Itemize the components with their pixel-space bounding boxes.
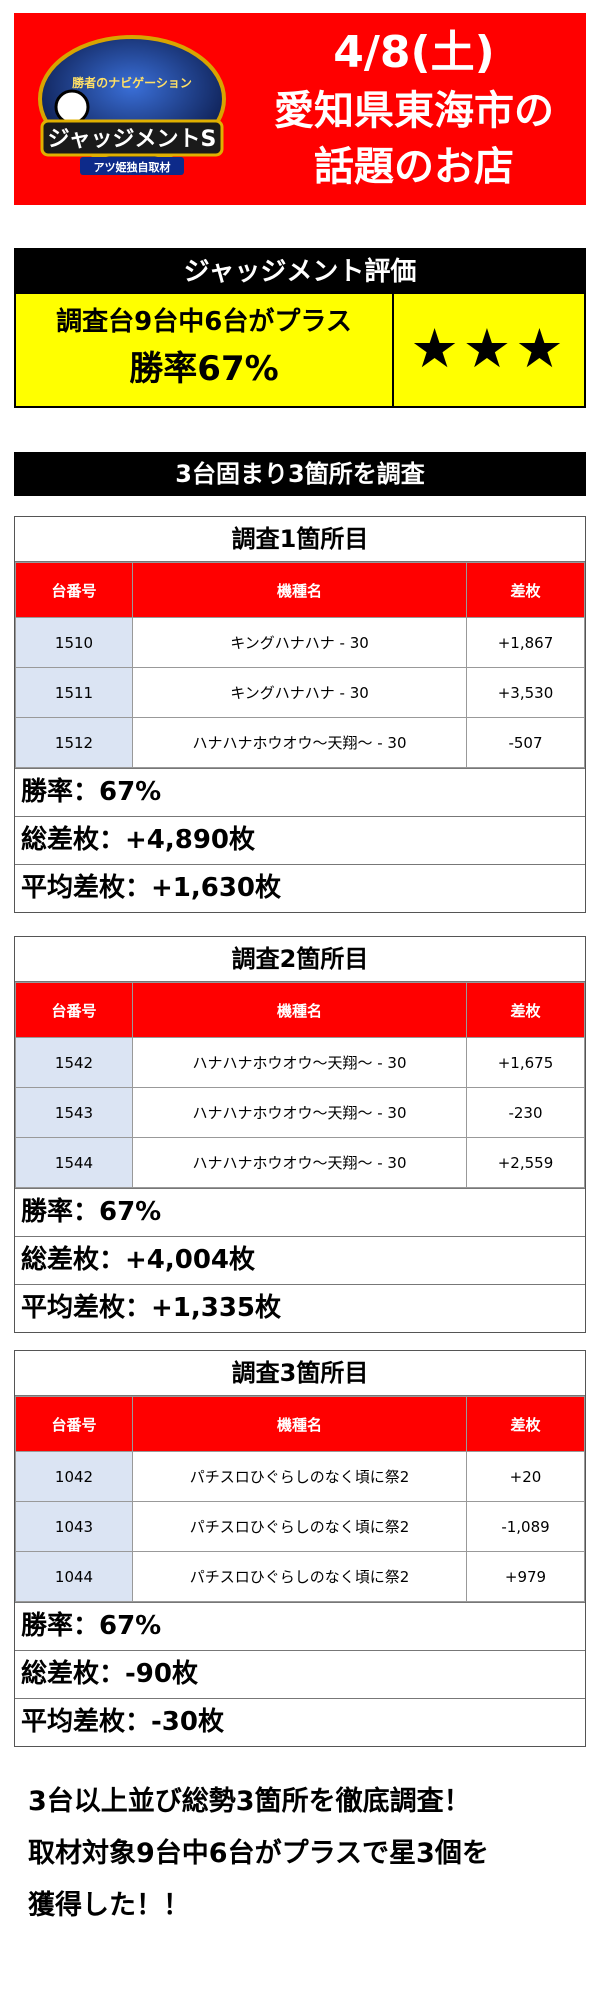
survey-table: 台番号 機種名 差枚 1042 パチスロひぐらしのなく頃に祭2 +20 1043… (15, 1396, 585, 1602)
machine-diff: +1,867 (466, 617, 585, 668)
machine-diff: -507 (466, 717, 585, 768)
average-diff: 平均差枚：+1,335枚 (15, 1284, 585, 1332)
table-row: 1543 ハナハナホウオウ～天翔～ - 30 -230 (15, 1087, 585, 1138)
judgment-line1: 調査台9台中6台がプラス (56, 307, 352, 337)
table-row: 1042 パチスロひぐらしのなく頃に祭2 +20 (15, 1451, 585, 1502)
table-row: 1043 パチスロひぐらしのなく頃に祭2 -1,089 (15, 1501, 585, 1552)
total-diff: 総差枚：+4,890枚 (15, 816, 585, 864)
survey-title: 調査2箇所目 (15, 937, 585, 982)
header-date: 4/8(土) (333, 27, 495, 78)
survey-title: 調査3箇所目 (15, 1351, 585, 1396)
machine-number: 1044 (15, 1551, 133, 1602)
judgment-title: ジャッジメント評価 (16, 250, 584, 294)
win-rate: 勝率：67% (15, 768, 585, 816)
machine-model: パチスロひぐらしのなく頃に祭2 (132, 1551, 467, 1602)
machine-model: パチスロひぐらしのなく頃に祭2 (132, 1501, 467, 1552)
machine-diff: -1,089 (466, 1501, 585, 1552)
machine-diff: +1,675 (466, 1037, 585, 1088)
total-diff: 総差枚：+4,004枚 (15, 1236, 585, 1284)
machine-number: 1510 (15, 617, 133, 668)
machine-number: 1042 (15, 1451, 133, 1502)
header-model: 機種名 (132, 1396, 467, 1452)
section-title: 3台固まり3箇所を調査 (14, 452, 586, 496)
table-row: 1512 ハナハナホウオウ～天翔～ - 30 -507 (15, 717, 585, 768)
table-header-row: 台番号 機種名 差枚 (15, 562, 585, 618)
table-row: 1044 パチスロひぐらしのなく頃に祭2 +979 (15, 1551, 585, 1602)
machine-model: ハナハナホウオウ～天翔～ - 30 (132, 1087, 467, 1138)
machine-number: 1543 (15, 1087, 133, 1138)
table-header-row: 台番号 機種名 差枚 (15, 982, 585, 1038)
header-number: 台番号 (15, 982, 133, 1038)
header-number: 台番号 (15, 1396, 133, 1452)
average-diff: 平均差枚：-30枚 (15, 1698, 585, 1746)
machine-model: ハナハナホウオウ～天翔～ - 30 (132, 1137, 467, 1188)
footer-line2: 取材対象9台中6台がプラスで星3個を (28, 1838, 489, 1869)
logo-main-text: ジャッジメントS (48, 127, 217, 152)
machine-number: 1043 (15, 1501, 133, 1552)
machine-number: 1542 (15, 1037, 133, 1088)
survey-table: 台番号 機種名 差枚 1542 ハナハナホウオウ～天翔～ - 30 +1,675… (15, 982, 585, 1188)
machine-model: パチスロひぐらしのなく頃に祭2 (132, 1451, 467, 1502)
judgment-summary: 調査台9台中6台がプラス 勝率67% (16, 294, 394, 406)
machine-model: ハナハナホウオウ～天翔～ - 30 (132, 1037, 467, 1088)
win-rate: 勝率：67% (15, 1188, 585, 1236)
table-row: 1510 キングハナハナ - 30 +1,867 (15, 617, 585, 668)
machine-diff: +20 (466, 1451, 585, 1502)
footer-line1: 3台以上並び総勢3箇所を徹底調査！ (28, 1786, 471, 1817)
machine-number: 1512 (15, 717, 133, 768)
machine-number: 1544 (15, 1137, 133, 1188)
machine-number: 1511 (15, 667, 133, 718)
machine-diff: +2,559 (466, 1137, 585, 1188)
header-location: 愛知県東海市の (274, 88, 554, 134)
survey-table: 台番号 機種名 差枚 1510 キングハナハナ - 30 +1,867 1511… (15, 562, 585, 768)
total-diff: 総差枚：-90枚 (15, 1650, 585, 1698)
survey-title: 調査1箇所目 (15, 517, 585, 562)
machine-diff: +979 (466, 1551, 585, 1602)
header-diff: 差枚 (466, 982, 585, 1038)
footer-summary: 3台以上並び総勢3箇所を徹底調査！ 取材対象9台中6台がプラスで星3個を 獲得し… (28, 1776, 584, 1932)
header-model: 機種名 (132, 982, 467, 1038)
judgment-box: ジャッジメント評価 調査台9台中6台がプラス 勝率67% ★★★ (14, 248, 586, 408)
header-number: 台番号 (15, 562, 133, 618)
table-row: 1544 ハナハナホウオウ～天翔～ - 30 +2,559 (15, 1137, 585, 1188)
average-diff: 平均差枚：+1,630枚 (15, 864, 585, 912)
machine-diff: +3,530 (466, 667, 585, 718)
footer-line3: 獲得した！！ (28, 1890, 190, 1921)
survey-block-3: 調査3箇所目 台番号 機種名 差枚 1042 パチスロひぐらしのなく頃に祭2 +… (14, 1350, 586, 1747)
header-model: 機種名 (132, 562, 467, 618)
table-header-row: 台番号 機種名 差枚 (15, 1396, 585, 1452)
logo-subtext: アツ姫独自取材 (94, 160, 171, 174)
judgment-win-rate: 勝率67% (129, 349, 279, 389)
table-row: 1542 ハナハナホウオウ～天翔～ - 30 +1,675 (15, 1037, 585, 1088)
machine-diff: -230 (466, 1087, 585, 1138)
machine-model: キングハナハナ - 30 (132, 667, 467, 718)
header-diff: 差枚 (466, 1396, 585, 1452)
machine-model: ハナハナホウオウ～天翔～ - 30 (132, 717, 467, 768)
judgment-body: 調査台9台中6台がプラス 勝率67% ★★★ (16, 294, 584, 406)
survey-block-2: 調査2箇所目 台番号 機種名 差枚 1542 ハナハナホウオウ～天翔～ - 30… (14, 936, 586, 1333)
table-row: 1511 キングハナハナ - 30 +3,530 (15, 667, 585, 718)
machine-model: キングハナハナ - 30 (132, 617, 467, 668)
judgment-logo: ジャッジメントS 勝者のナビゲーション アツ姫独自取材 (38, 35, 226, 175)
star-rating: ★★★ (410, 317, 568, 380)
header-diff: 差枚 (466, 562, 585, 618)
logo-top-text: 勝者のナビゲーション (72, 75, 192, 90)
header-subtitle: 話題のお店 (314, 144, 514, 190)
header-banner: ジャッジメントS 勝者のナビゲーション アツ姫独自取材 4/8(土) 愛知県東海… (14, 13, 586, 205)
win-rate: 勝率：67% (15, 1602, 585, 1650)
survey-block-1: 調査1箇所目 台番号 機種名 差枚 1510 キングハナハナ - 30 +1,8… (14, 516, 586, 913)
